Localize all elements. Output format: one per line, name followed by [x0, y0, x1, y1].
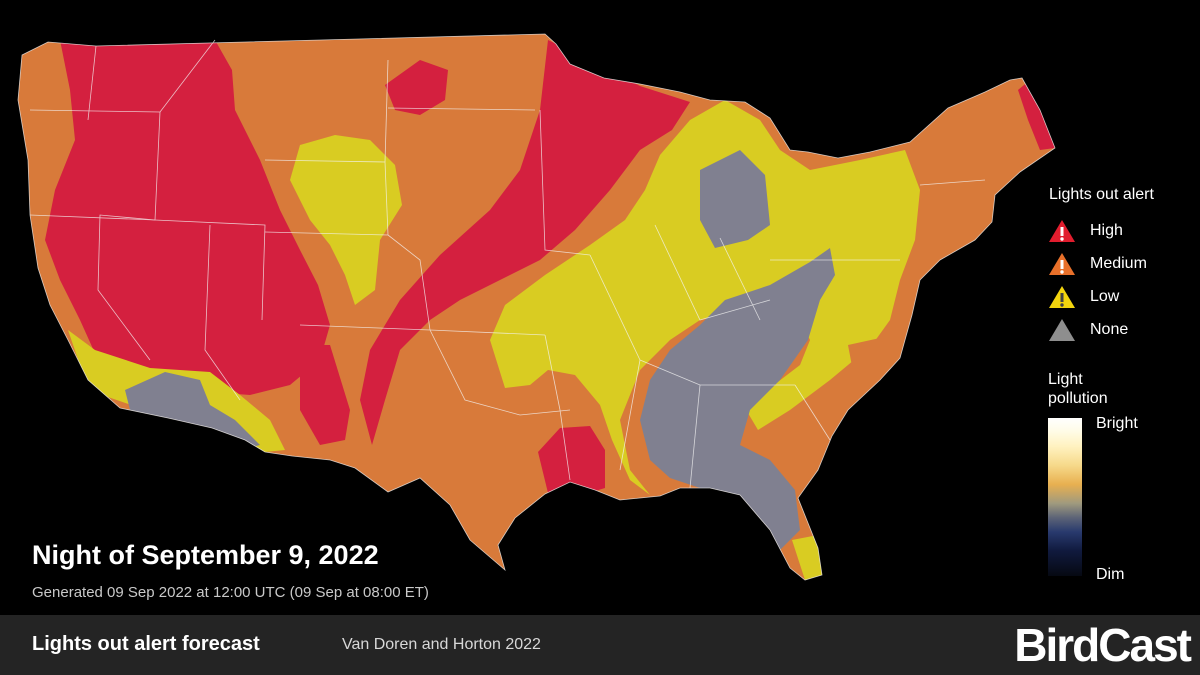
alert-triangle-icon — [1049, 285, 1075, 308]
legend-label-none: None — [1090, 320, 1129, 338]
legend-label-high: High — [1090, 221, 1123, 239]
light-pollution-title: Light pollution — [1048, 370, 1108, 408]
page-title: Night of September 9, 2022 — [32, 540, 379, 570]
legend-label-low: Low — [1090, 287, 1120, 305]
legend-item-high: High — [1048, 214, 1188, 247]
footer-bar: Lights out alert forecast Van Doren and … — [0, 615, 1200, 675]
legend-item-medium: Medium — [1048, 247, 1188, 280]
light-pollution-title-line2: pollution — [1048, 390, 1108, 407]
legend-title: Lights out alert — [1049, 186, 1154, 203]
us-alert-map — [17, 33, 1056, 581]
birdcast-logo: BirdCast — [1014, 619, 1192, 671]
light-pollution-title-line1: Light — [1048, 371, 1083, 388]
generated-timestamp: Generated 09 Sep 2022 at 12:00 UTC (09 S… — [32, 584, 429, 601]
light-pollution-colorbar — [1048, 418, 1082, 576]
light-pollution-min-label: Dim — [1096, 566, 1125, 583]
legend-item-low: Low — [1048, 280, 1188, 313]
light-pollution-max-label: Bright — [1096, 415, 1138, 432]
alert-triangle-icon — [1049, 219, 1075, 242]
footer-title: Lights out alert forecast — [32, 633, 260, 655]
legend-label-medium: Medium — [1090, 254, 1147, 272]
triangle-icon — [1049, 318, 1075, 341]
alert-legend: Lights out alert High Medium Low — [1048, 186, 1188, 346]
footer-citation: Van Doren and Horton 2022 — [342, 636, 541, 653]
alert-triangle-icon — [1049, 252, 1075, 275]
legend-item-none: None — [1048, 313, 1188, 346]
map-panel: Lights out alert High Medium Low — [17, 33, 1188, 601]
